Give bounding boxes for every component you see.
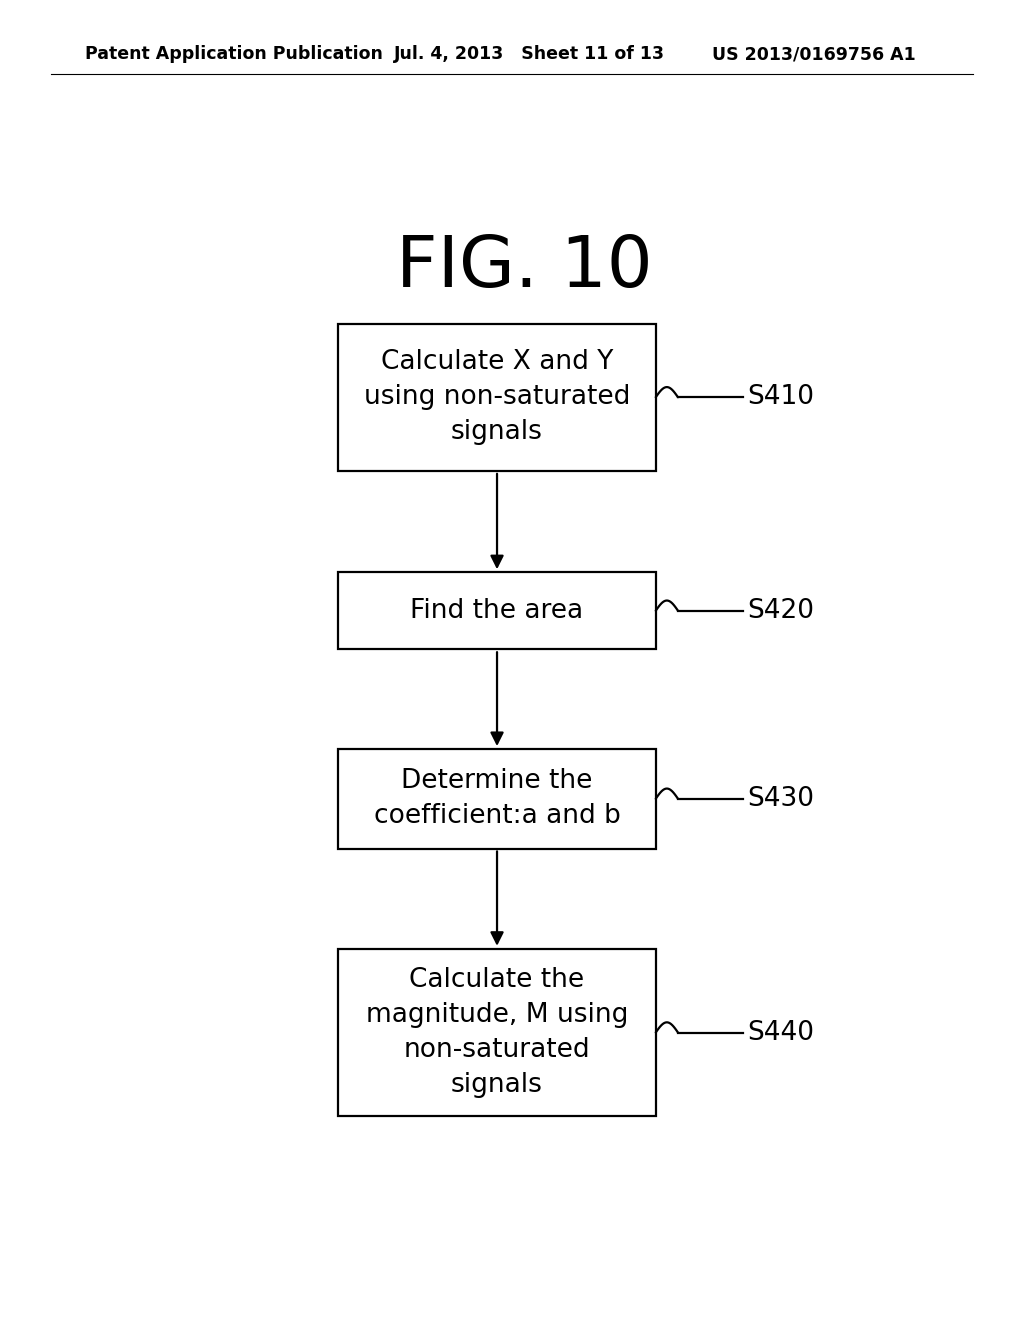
Bar [338,949,655,1117]
Bar [338,572,655,649]
Text: Determine the
coefficient:a and b: Determine the coefficient:a and b [374,768,621,829]
Bar [338,748,655,849]
Text: Calculate the
magnitude, M using
non-saturated
signals: Calculate the magnitude, M using non-sat… [366,968,628,1098]
Text: S420: S420 [748,598,814,623]
Text: Calculate X and Y
using non-saturated
signals: Calculate X and Y using non-saturated si… [364,350,630,445]
Bar [338,323,655,471]
Text: FIG. 10: FIG. 10 [396,232,653,302]
Text: Find the area: Find the area [411,598,584,623]
Text: Patent Application Publication: Patent Application Publication [85,45,383,63]
Text: S440: S440 [748,1019,814,1045]
Text: Jul. 4, 2013   Sheet 11 of 13: Jul. 4, 2013 Sheet 11 of 13 [394,45,666,63]
Text: US 2013/0169756 A1: US 2013/0169756 A1 [712,45,915,63]
Text: S410: S410 [748,384,814,411]
Text: S430: S430 [748,785,814,812]
